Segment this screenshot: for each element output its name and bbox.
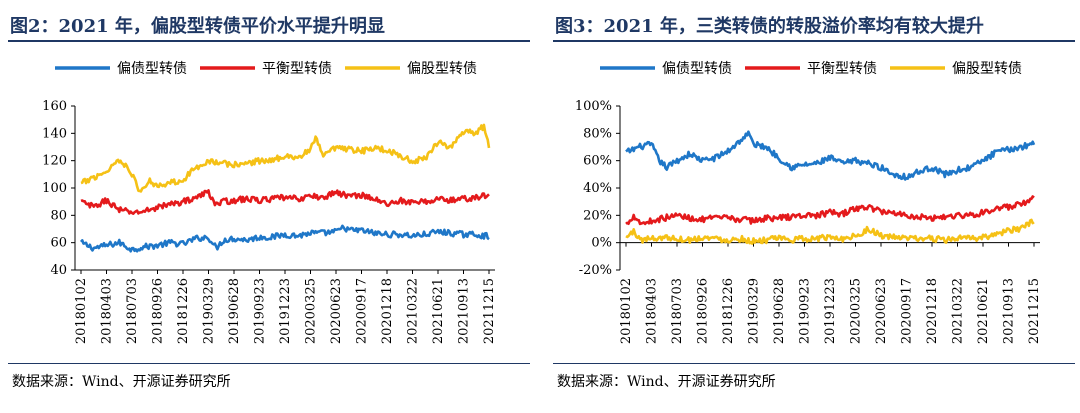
legend-label-1: 平衡型转债 xyxy=(807,61,877,77)
line-chart-left: 偏债型转债 平衡型转债 偏股型转债 40 60 80 100 120 140 160 2018010… xyxy=(42,61,497,344)
legend-label-2: 偏股型转债 xyxy=(407,61,477,77)
x-tick-label: 20201218 xyxy=(380,278,395,344)
y-tick-label: 120 xyxy=(42,154,67,169)
series-line-0 xyxy=(625,130,1036,181)
y-tick-label: 0% xyxy=(591,236,612,251)
series-line-2 xyxy=(625,218,1035,245)
y-tick-label: 140 xyxy=(42,126,67,141)
x-tick-label: 20200917 xyxy=(900,278,915,344)
source-divider xyxy=(553,363,1075,364)
x-tick-label: 20210913 xyxy=(457,278,472,344)
x-tick-label: 20180102 xyxy=(74,278,89,344)
x-tick-label: 20180926 xyxy=(151,278,166,344)
x-tick-label: 20191223 xyxy=(278,278,293,344)
x-tick-label: 20201218 xyxy=(925,278,940,344)
source-divider xyxy=(8,363,530,364)
x-tick-label: 20200325 xyxy=(304,278,319,344)
y-tick-label: 80% xyxy=(583,126,612,141)
x-tick-label: 20180926 xyxy=(696,278,711,344)
x-tick-label: 20210322 xyxy=(406,278,421,344)
chart-title: 图3：2021 年，三类转债的转股溢价率均有较大提升 xyxy=(555,16,984,37)
y-tick-label: 60 xyxy=(50,236,67,251)
x-tick-label: 20180703 xyxy=(670,278,685,344)
y-tick-label: 100% xyxy=(575,99,612,114)
x-tick-label: 20190628 xyxy=(772,278,787,344)
x-tick-label: 20200325 xyxy=(849,278,864,344)
legend-label-2: 偏股型转债 xyxy=(952,61,1022,77)
x-tick-label: 20190329 xyxy=(747,278,762,344)
title-divider xyxy=(553,40,1075,42)
x-tick-label: 20190628 xyxy=(227,278,242,344)
y-tick-label: 80 xyxy=(50,208,67,223)
series-line-2 xyxy=(80,123,491,193)
x-tick-label: 20181226 xyxy=(721,278,736,344)
source-note: 数据来源：Wind、开源证券研究所 xyxy=(12,374,231,390)
x-tick-label: 20200917 xyxy=(355,278,370,344)
x-tick-label: 20180102 xyxy=(619,278,634,344)
y-tick-label: 20% xyxy=(583,208,612,223)
series-line-1 xyxy=(80,189,490,215)
y-tick-label: 40 xyxy=(50,263,67,278)
x-tick-label: 20200623 xyxy=(329,278,344,344)
x-tick-label: 20190923 xyxy=(253,278,268,344)
x-tick-label: 20180403 xyxy=(645,278,660,344)
x-tick-label: 20210913 xyxy=(1002,278,1017,344)
line-chart-right: 偏债型转债 平衡型转债 偏股型转债 -20% 0% 20% 40% 60% 80% 100% 201… xyxy=(575,61,1042,344)
x-tick-label: 20210621 xyxy=(976,278,991,344)
source-note: 数据来源：Wind、开源证券研究所 xyxy=(557,374,776,390)
x-tick-label: 20210621 xyxy=(431,278,446,344)
x-tick-label: 20180403 xyxy=(100,278,115,344)
y-tick-label: 40% xyxy=(583,181,612,196)
x-tick-label: 20190329 xyxy=(202,278,217,344)
x-tick-label: 20181226 xyxy=(176,278,191,344)
x-tick-label: 20190923 xyxy=(798,278,813,344)
legend-label-0: 偏债型转债 xyxy=(662,61,732,77)
chart-title: 图2：2021 年，偏股型转债平价水平提升明显 xyxy=(10,16,385,37)
series-line-1 xyxy=(625,195,1035,226)
legend-label-1: 平衡型转债 xyxy=(262,61,332,77)
x-tick-label: 20191223 xyxy=(823,278,838,344)
x-tick-label: 20180703 xyxy=(125,278,140,344)
series-line-0 xyxy=(80,224,490,253)
y-tick-label: 100 xyxy=(42,181,67,196)
y-tick-label: 160 xyxy=(42,99,67,114)
chart-panel-left: 图2：2021 年，偏股型转债平价水平提升明显 偏债型转债 平衡型转债 偏股型转债 4… xyxy=(0,0,530,413)
title-divider xyxy=(8,40,530,42)
legend-label-0: 偏债型转债 xyxy=(117,61,187,77)
chart-panel-right: 图3：2021 年，三类转债的转股溢价率均有较大提升 偏债型转债 平衡型转债 偏股型… xyxy=(545,0,1075,413)
y-tick-label: -20% xyxy=(579,263,612,278)
x-tick-label: 20200623 xyxy=(874,278,889,344)
x-tick-label: 20211215 xyxy=(482,278,497,344)
x-tick-label: 20210322 xyxy=(951,278,966,344)
y-tick-label: 60% xyxy=(583,154,612,169)
x-tick-label: 20211215 xyxy=(1027,278,1042,344)
